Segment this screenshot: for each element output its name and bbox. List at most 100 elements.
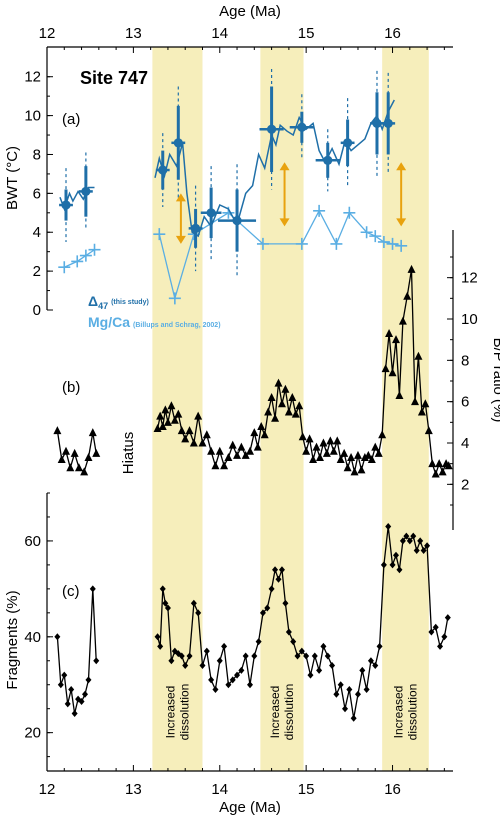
fragments-point (285, 628, 292, 636)
mgca-point (168, 292, 181, 305)
bp-ratio-point (398, 316, 407, 325)
mgca-line-segment (76, 255, 87, 262)
legend-d47: Δ47 (this study) (88, 293, 149, 311)
bp-ratio-point (158, 421, 167, 430)
bwt-tick-label: 12 (24, 69, 41, 86)
bp-ratio-point (211, 461, 220, 470)
fragments-point (251, 652, 258, 660)
bwt-axis-label: BWT (°C) (4, 146, 21, 210)
bp-ratio-point (284, 407, 293, 416)
dissolution-label-line2: dissolution (405, 684, 419, 741)
bp-ratio-point (424, 426, 433, 435)
fragments-point (157, 642, 164, 650)
bwt-tick-label: 4 (33, 224, 41, 241)
bp-ratio-point (163, 417, 172, 426)
mgca-point (386, 237, 399, 250)
fragments-point (392, 551, 399, 559)
mgca-point (343, 206, 356, 219)
bp-ratio-point (340, 448, 349, 457)
fragments-point (342, 705, 349, 713)
fragments-point (346, 686, 353, 694)
offset-arrow-head-up (279, 162, 290, 171)
top-age-tick-label: 15 (298, 25, 315, 42)
offset-arrows (175, 162, 407, 244)
bottom-xaxis-label: Age (Ma) (219, 799, 281, 816)
legend-d47-subscript: 47 (98, 301, 108, 311)
mgca-point (330, 237, 343, 250)
fragments-point (350, 714, 357, 722)
fragments-point (428, 628, 435, 636)
bp-ratio-axis-label: B/P ratio (%) (490, 338, 500, 423)
bp-ratio-point (435, 459, 444, 468)
fragments-point (363, 686, 370, 694)
bp-ratio-point (410, 397, 419, 406)
bp-ratio-point (62, 446, 71, 455)
dissolution-band (382, 47, 429, 771)
panel-a-label: (a) (62, 111, 80, 128)
bp-ratio-point (224, 452, 233, 461)
bp-ratio-point (161, 405, 170, 414)
fragments-point (195, 609, 202, 617)
dissolution-band-label: Increaseddissolution (268, 684, 296, 741)
fragments-point (282, 599, 289, 607)
bwt-tick-label: 6 (33, 185, 41, 202)
bp-ratio-point (181, 434, 190, 443)
bp-ratio-point (167, 401, 176, 410)
legend-mgca-note: (Billups and Schrag, 2002) (133, 322, 221, 329)
bp-ratio-point (233, 450, 242, 459)
bp-ratio-point (267, 393, 276, 402)
panel-c-label: (c) (62, 583, 80, 600)
bp-ratio-point (367, 455, 376, 464)
d47-points (59, 68, 396, 277)
d47-point (232, 215, 242, 226)
mgca-point (88, 243, 101, 256)
fragments-point (82, 690, 89, 698)
fragments-point (385, 523, 392, 531)
bp-ratio-point (250, 428, 259, 437)
fragments-point (242, 652, 249, 660)
panel-b-label: (b) (62, 379, 80, 396)
bp-ratio-point (237, 442, 246, 451)
bp-ratio-point (388, 368, 397, 377)
fragments-tick-label: 60 (24, 533, 41, 550)
bp-ratio-point (414, 351, 423, 360)
bp-ratio-point (264, 407, 273, 416)
fragments-point (190, 599, 197, 607)
mgca-point (79, 249, 92, 262)
bp-ratio-point (302, 446, 311, 455)
fragments-point (225, 681, 232, 689)
bp-ratio-point (353, 450, 362, 459)
fragments-point (320, 642, 327, 650)
bp-ratio-point (277, 399, 286, 408)
bp-ratio-point (350, 467, 359, 476)
offset-arrow-head-up (396, 162, 407, 171)
offset-arrow-head-up (175, 193, 186, 202)
bp-ratio-point (198, 438, 207, 447)
dissolution-label-line2: dissolution (282, 684, 296, 741)
fragments-point (162, 599, 169, 607)
fragments-point (168, 657, 175, 665)
fragments-point (413, 547, 420, 555)
bp-ratio-point (395, 390, 404, 399)
bwt-axis: 0 2 4 6 8 10 12 (24, 69, 53, 319)
bp-ratio-point (421, 399, 430, 408)
fragments-point (437, 642, 444, 650)
fragments-point (164, 604, 171, 612)
fragments-point (68, 686, 75, 694)
d47-point (61, 200, 71, 210)
fragments-point (57, 681, 64, 689)
bp-ratio-point (333, 436, 342, 445)
bp-ratio-point (357, 465, 366, 474)
fragments-point (372, 662, 379, 670)
fragments-point (389, 561, 396, 569)
fragments-point (359, 666, 366, 674)
fragments-point (376, 642, 383, 650)
fragments-axis-label: Fragments (%) (4, 590, 21, 689)
fragments-point (212, 686, 219, 694)
bp-ratio-point (53, 426, 62, 435)
d47-point (190, 223, 201, 233)
mgca-line-segment (318, 210, 337, 245)
bp-ratio-point (70, 448, 79, 457)
fragments-point (272, 566, 279, 574)
